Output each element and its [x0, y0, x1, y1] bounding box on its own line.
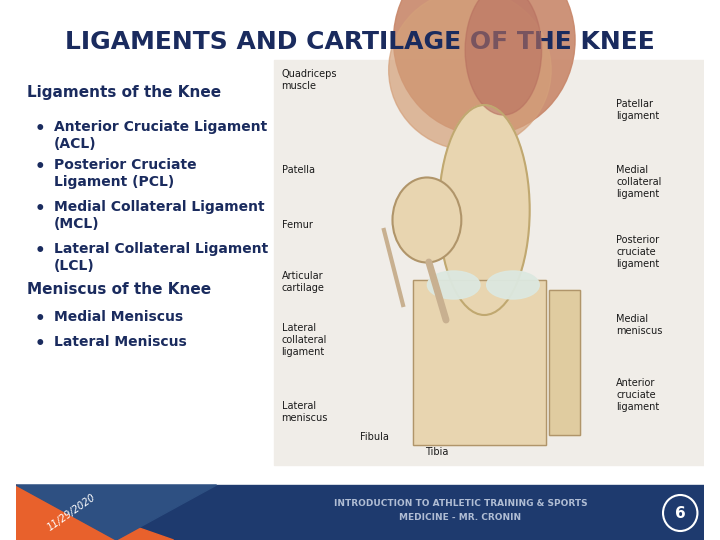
- Text: Lateral Collateral Ligament
(LCL): Lateral Collateral Ligament (LCL): [54, 242, 269, 273]
- Ellipse shape: [393, 0, 575, 135]
- Text: MEDICINE - MR. CRONIN: MEDICINE - MR. CRONIN: [400, 514, 521, 523]
- Text: Lateral
meniscus: Lateral meniscus: [282, 401, 328, 423]
- Polygon shape: [16, 485, 217, 540]
- Text: Quadriceps
muscle: Quadriceps muscle: [282, 69, 337, 91]
- Bar: [413, 280, 546, 445]
- Text: Lateral Meniscus: Lateral Meniscus: [54, 335, 187, 349]
- Text: 6: 6: [675, 505, 685, 521]
- Bar: [549, 290, 580, 435]
- Circle shape: [663, 495, 698, 531]
- Text: Lateral
collateral
ligament: Lateral collateral ligament: [282, 323, 327, 356]
- Text: LIGAMENTS AND CARTILAGE OF THE KNEE: LIGAMENTS AND CARTILAGE OF THE KNEE: [65, 30, 655, 54]
- Ellipse shape: [439, 105, 530, 315]
- Text: Patellar
ligament: Patellar ligament: [616, 99, 660, 121]
- Ellipse shape: [392, 178, 462, 262]
- Text: Meniscus of the Knee: Meniscus of the Knee: [27, 282, 212, 297]
- Bar: [413, 280, 546, 445]
- Text: Femur: Femur: [282, 220, 312, 230]
- Text: Medial Meniscus: Medial Meniscus: [54, 310, 183, 324]
- Text: Posterior
cruciate
ligament: Posterior cruciate ligament: [616, 235, 660, 268]
- Ellipse shape: [389, 0, 552, 150]
- Text: Posterior Cruciate
Ligament (PCL): Posterior Cruciate Ligament (PCL): [54, 158, 197, 190]
- Text: Medial
meniscus: Medial meniscus: [616, 314, 662, 336]
- Text: Medial Collateral Ligament
(MCL): Medial Collateral Ligament (MCL): [54, 200, 265, 231]
- Ellipse shape: [428, 271, 480, 299]
- Ellipse shape: [465, 0, 541, 115]
- Text: •: •: [35, 158, 45, 176]
- Bar: [274, 60, 704, 465]
- Text: •: •: [35, 120, 45, 138]
- Text: Tibia: Tibia: [425, 447, 449, 457]
- Text: Anterior Cruciate Ligament
(ACL): Anterior Cruciate Ligament (ACL): [54, 120, 267, 151]
- Polygon shape: [16, 485, 174, 540]
- Text: Medial
collateral
ligament: Medial collateral ligament: [616, 165, 662, 199]
- Text: •: •: [35, 335, 45, 353]
- Text: •: •: [35, 200, 45, 218]
- Text: •: •: [35, 310, 45, 328]
- Bar: [549, 290, 580, 435]
- Text: Ligaments of the Knee: Ligaments of the Knee: [27, 85, 222, 100]
- Text: Articular
cartilage: Articular cartilage: [282, 271, 325, 293]
- Text: •: •: [35, 242, 45, 260]
- Text: 11/29/2020: 11/29/2020: [45, 492, 97, 534]
- Text: Fibula: Fibula: [360, 432, 389, 442]
- Ellipse shape: [487, 271, 539, 299]
- Text: Anterior
cruciate
ligament: Anterior cruciate ligament: [616, 379, 660, 411]
- Bar: [16, 485, 704, 540]
- Text: INTRODUCTION TO ATHLETIC TRAINING & SPORTS: INTRODUCTION TO ATHLETIC TRAINING & SPOR…: [333, 498, 588, 508]
- Text: Patella: Patella: [282, 165, 315, 175]
